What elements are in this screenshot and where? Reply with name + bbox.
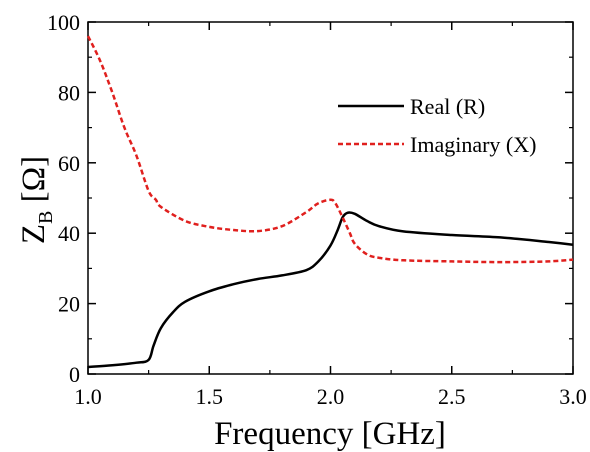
y-tick-label: 0 [69, 362, 80, 387]
series-line-real [87, 211, 574, 369]
y-tick-label: 60 [58, 151, 80, 176]
axis-ticks [87, 21, 574, 375]
x-tick-label: 3.0 [559, 384, 587, 409]
y-axis-title-space [16, 202, 52, 210]
legend-label-imaginary: Imaginary (X) [410, 132, 536, 157]
y-axis-title-unit: [Ω] [16, 156, 52, 203]
x-tick-label: 1.0 [74, 384, 102, 409]
x-tick-label: 1.5 [196, 384, 224, 409]
series-layer [86, 35, 574, 369]
y-axis-title-main: Z [16, 224, 52, 244]
legend: Real (R) Imaginary (X) [338, 94, 536, 157]
y-tick-label: 40 [58, 221, 80, 246]
legend-label-real: Real (R) [410, 94, 485, 119]
y-tick-label: 20 [58, 292, 80, 317]
y-tick-label: 100 [47, 10, 80, 35]
y-axis-title: ZB [Ω] [16, 156, 57, 244]
y-axis-title-subscript: B [35, 211, 57, 224]
y-tick-label: 80 [58, 80, 80, 105]
x-tick-label: 2.5 [438, 384, 466, 409]
series-line-imaginary [86, 35, 574, 264]
axis-tick-labels: 1.0 1.5 2.0 2.5 3.0 0 20 40 60 80 100 [47, 10, 587, 409]
x-tick-label: 2.0 [317, 384, 345, 409]
plot-frame [87, 21, 574, 375]
x-axis-title: Frequency [GHz] [214, 416, 446, 452]
